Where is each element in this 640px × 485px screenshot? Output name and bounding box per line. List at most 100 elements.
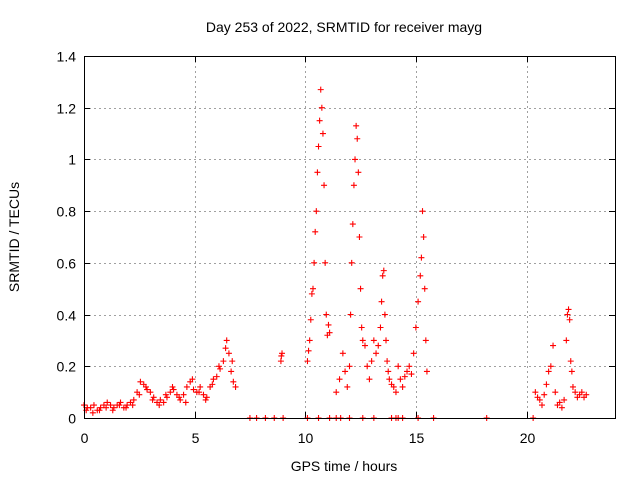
data-point	[373, 350, 380, 357]
data-point	[104, 399, 111, 406]
data-point	[156, 402, 163, 409]
data-point	[346, 363, 353, 370]
data-point	[375, 342, 382, 349]
data-point	[386, 376, 393, 383]
data-point	[217, 365, 224, 372]
data-point	[556, 399, 563, 406]
data-point	[380, 267, 387, 274]
data-point	[123, 404, 130, 411]
data-point	[333, 389, 340, 396]
y-tick-label: 0.6	[57, 256, 77, 272]
data-point	[322, 259, 329, 266]
data-point	[202, 396, 209, 403]
data-point	[415, 298, 422, 305]
data-point	[568, 368, 575, 375]
data-point	[538, 402, 545, 409]
data-point	[180, 391, 187, 398]
data-point	[578, 389, 585, 396]
data-point	[117, 399, 124, 406]
x-tick-label: 0	[81, 430, 89, 446]
data-point	[90, 402, 97, 409]
points-layer	[81, 86, 590, 421]
data-point	[567, 358, 574, 365]
data-point	[305, 347, 312, 354]
data-point	[357, 285, 364, 292]
data-point	[103, 404, 110, 411]
data-point	[130, 396, 137, 403]
data-point	[336, 376, 343, 383]
x-tick-label: 5	[192, 430, 200, 446]
data-point	[565, 306, 572, 313]
data-point	[232, 383, 239, 390]
data-point	[149, 396, 156, 403]
data-point	[176, 394, 183, 401]
data-point	[150, 394, 157, 401]
data-point	[566, 316, 573, 323]
data-point	[170, 386, 177, 393]
data-point	[279, 350, 286, 357]
data-point	[321, 182, 328, 189]
data-point	[395, 363, 402, 370]
data-point	[109, 407, 116, 414]
data-point	[308, 290, 315, 297]
data-point	[147, 389, 154, 396]
x-tick-label: 10	[298, 430, 314, 446]
data-point	[277, 358, 284, 365]
data-point	[142, 383, 149, 390]
data-point	[417, 272, 424, 279]
data-point	[196, 389, 203, 396]
y-tick-label: 0	[68, 411, 76, 427]
data-point	[89, 409, 96, 416]
data-point	[361, 342, 368, 349]
data-point	[222, 345, 229, 352]
data-point	[278, 352, 285, 359]
data-point	[370, 337, 377, 344]
data-point	[160, 399, 167, 406]
data-point	[323, 311, 330, 318]
data-point	[358, 324, 365, 331]
data-point	[306, 337, 313, 344]
data-point	[550, 342, 557, 349]
data-point	[385, 368, 392, 375]
data-point	[223, 337, 230, 344]
data-point	[200, 391, 207, 398]
data-point	[408, 371, 415, 378]
data-point	[347, 311, 354, 318]
data-point	[569, 383, 576, 390]
data-point	[87, 404, 94, 411]
data-point	[107, 402, 114, 409]
data-point	[422, 337, 429, 344]
data-point	[406, 363, 413, 370]
data-point	[312, 228, 319, 235]
data-point	[342, 368, 349, 375]
data-point	[561, 396, 568, 403]
data-point	[404, 368, 411, 375]
data-point	[384, 358, 391, 365]
x-tick-label: 20	[520, 430, 536, 446]
data-point	[167, 389, 174, 396]
data-point	[97, 404, 104, 411]
data-point	[401, 373, 408, 380]
data-point	[420, 234, 427, 240]
data-point	[304, 358, 311, 365]
data-point	[314, 169, 321, 176]
x-axis-label: GPS time / hours	[291, 458, 398, 474]
chart-title: Day 253 of 2022, SRMTID for receiver may…	[206, 19, 482, 35]
data-point	[215, 363, 222, 370]
data-point	[583, 391, 590, 398]
data-point	[183, 383, 190, 390]
data-point	[364, 363, 371, 370]
data-point	[558, 404, 565, 411]
data-point	[390, 383, 397, 390]
data-point	[348, 259, 355, 266]
axis-layer: 0 0.2 0.4 0.6 0.8 1 1.2 1.4 0 5 10 15 20	[57, 49, 615, 446]
data-point	[157, 396, 164, 403]
data-point	[339, 350, 346, 357]
data-point	[552, 389, 559, 396]
y-tick-label: 0.4	[57, 308, 77, 324]
data-point	[220, 358, 227, 365]
data-point	[397, 376, 404, 383]
data-point	[377, 324, 384, 331]
data-point	[313, 208, 320, 215]
data-point	[355, 169, 362, 176]
